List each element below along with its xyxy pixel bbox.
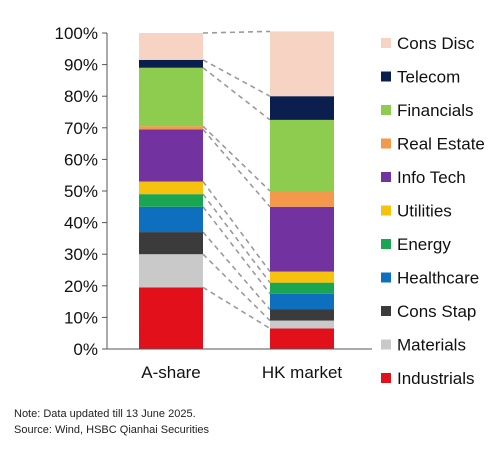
y-tick-label: 80% — [64, 87, 98, 106]
bar-healthcare-hk-market — [270, 293, 334, 310]
legend-item-healthcare: Healthcare — [381, 269, 479, 288]
legend-swatch — [381, 339, 391, 350]
legend-label: Industrials — [397, 369, 474, 388]
legend-item-cons-stap: Cons Stap — [381, 302, 476, 321]
legend-swatch — [381, 105, 391, 115]
bar-materials-a-share — [139, 254, 203, 288]
bar-utilities-a-share — [139, 181, 203, 195]
bar-info-tech-a-share — [139, 129, 203, 182]
connector-energy — [202, 193, 271, 284]
legend-swatch — [381, 373, 391, 383]
bar-info-tech-hk-market — [270, 206, 334, 272]
legend-swatch — [381, 38, 391, 48]
legend-swatch — [381, 306, 391, 316]
legend-label: Info Tech — [397, 168, 466, 187]
legend-label: Telecom — [397, 68, 460, 87]
y-tick-label: 20% — [64, 277, 98, 296]
connector-materials — [202, 253, 271, 322]
legend-label: Financials — [397, 101, 474, 120]
bars — [139, 31, 334, 349]
legend-item-energy: Energy — [381, 235, 451, 254]
legend-label: Materials — [397, 336, 466, 355]
bar-real-estate-hk-market — [270, 191, 334, 207]
legend-item-financials: Financials — [381, 101, 474, 120]
legend-label: Healthcare — [397, 269, 479, 288]
legend-item-materials: Materials — [381, 336, 466, 355]
legend-item-cons-disc: Cons Disc — [381, 34, 475, 53]
y-tick-label: 70% — [64, 119, 98, 138]
bar-industrials-hk-market — [270, 328, 334, 349]
legend-item-telecom: Telecom — [381, 68, 460, 87]
legend-item-real-estate: Real Estate — [381, 135, 485, 154]
bar-utilities-hk-market — [270, 271, 334, 283]
bar-healthcare-a-share — [139, 206, 203, 233]
legend-label: Energy — [397, 235, 451, 254]
connector-info-tech — [202, 128, 271, 208]
bar-cons-stap-a-share — [139, 232, 203, 255]
legend-swatch — [381, 138, 391, 149]
bar-financials-a-share — [139, 67, 203, 127]
y-tick-label: 10% — [64, 308, 98, 327]
legend-item-info-tech: Info Tech — [381, 168, 466, 187]
legend-label: Utilities — [397, 202, 452, 221]
legend-item-industrials: Industrials — [381, 369, 474, 388]
y-tick-label: 60% — [64, 150, 98, 169]
legend-label: Cons Stap — [397, 302, 476, 321]
legend-swatch — [381, 205, 391, 216]
bar-energy-hk-market — [270, 282, 334, 294]
legend: Cons Disc Telecom Financials Real Estate Inf… — [381, 34, 485, 388]
connector-real-estate — [202, 125, 271, 192]
y-tick-label: 90% — [64, 56, 98, 75]
connector-utilities — [202, 181, 271, 273]
y-tick-label: 40% — [64, 214, 98, 233]
x-axis: A-share HK market — [107, 348, 372, 382]
legend-swatch — [381, 172, 391, 182]
x-tick-label-a-share: A-share — [141, 363, 201, 382]
legend-label: Real Estate — [397, 135, 485, 154]
legend-swatch — [381, 272, 391, 283]
connector-telecom — [202, 59, 271, 97]
bar-financials-hk-market — [270, 119, 334, 191]
bar-cons-stap-hk-market — [270, 309, 334, 321]
legend-item-utilities: Utilities — [381, 202, 452, 221]
connector-financials — [202, 67, 271, 121]
bar-telecom-a-share — [139, 59, 203, 68]
note-text: Note: Data updated till 13 June 2025. — [14, 408, 196, 420]
bar-energy-a-share — [139, 194, 203, 207]
stacked-bar-chart: 0% 10% 20% 30% 40% 50% 60% 70% 80% 90% 100% A-shar… — [55, 24, 485, 388]
legend-label: Cons Disc — [397, 34, 475, 53]
connector-cons-disc — [202, 30, 271, 34]
connector-healthcare — [202, 206, 271, 295]
bar-industrials-a-share — [139, 287, 203, 349]
bar-telecom-hk-market — [270, 96, 334, 120]
y-tick-label: 100% — [55, 24, 98, 43]
bar-cons-disc-hk-market — [270, 31, 334, 97]
connector-lines — [202, 30, 271, 330]
source-text: Source: Wind, HSBC Qianhai Securities — [14, 424, 210, 436]
y-tick-label: 0% — [73, 340, 98, 359]
connector-industrials — [202, 286, 271, 330]
legend-swatch — [381, 71, 391, 82]
x-tick-label-hk-market: HK market — [262, 363, 343, 382]
bar-cons-disc-a-share — [139, 33, 203, 60]
bar-real-estate-a-share — [139, 126, 203, 130]
y-tick-label: 30% — [64, 245, 98, 264]
y-axis: 0% 10% 20% 30% 40% 50% 60% 70% 80% 90% 100% — [55, 24, 108, 359]
y-tick-label: 50% — [64, 182, 98, 201]
connector-cons-stap — [202, 231, 271, 311]
legend-swatch — [381, 239, 391, 249]
bar-materials-hk-market — [270, 320, 334, 329]
